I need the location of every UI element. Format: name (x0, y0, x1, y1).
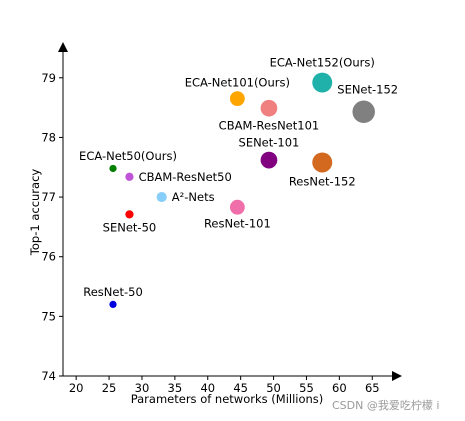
data-point-labels: ResNet-50 SENet-50 ECA-Net50(Ours) CBAM-Res… (79, 56, 398, 299)
data-point-label: SENet-50 (103, 220, 157, 234)
x-tick-label: 20 (69, 381, 84, 395)
data-point-label: SENet-152 (337, 83, 398, 97)
data-point-label: ECA-Net152(Ours) (270, 56, 375, 70)
y-tick-label: 76 (41, 250, 56, 264)
data-point (125, 210, 134, 219)
data-point-label: ECA-Net101(Ours) (185, 75, 290, 89)
data-point (109, 300, 117, 309)
data-point (109, 164, 117, 173)
data-point-label: ResNet-50 (83, 285, 143, 299)
x-tick-label: 50 (266, 381, 281, 395)
data-point (312, 152, 333, 173)
x-tick-label: 65 (365, 381, 380, 395)
data-point (312, 72, 333, 93)
x-axis-arrow (392, 371, 402, 381)
data-point (156, 191, 167, 203)
data-point (229, 91, 245, 107)
x-tick-label: 55 (299, 381, 314, 395)
data-point-label: ResNet-152 (289, 174, 356, 188)
data-point-label: ResNet-101 (204, 217, 271, 231)
watermark: CSDN @我爱吃柠檬 i (332, 399, 440, 412)
data-point (352, 100, 375, 124)
data-point-label: SENet-101 (239, 136, 300, 150)
y-tick-label: 74 (41, 369, 56, 383)
y-tick-label: 78 (41, 130, 56, 144)
data-point-label: A²-Nets (172, 190, 215, 204)
x-axis-label: Parameters of networks (Millions) (131, 392, 324, 406)
y-axis-arrow (58, 42, 68, 52)
data-point-label: CBAM-ResNet50 (139, 170, 232, 184)
y-ticks: 74 75 76 77 78 79 (41, 71, 63, 383)
data-point (229, 199, 245, 215)
data-point (260, 151, 278, 169)
y-tick-label: 79 (41, 71, 56, 85)
data-point-label: CBAM-ResNet101 (219, 119, 320, 133)
data-point (125, 172, 134, 181)
data-points (109, 72, 375, 309)
x-tick-label: 35 (168, 381, 183, 395)
x-tick-label: 45 (233, 381, 248, 395)
x-tick-label: 25 (102, 381, 117, 395)
x-ticks: 20 25 30 35 40 45 50 55 60 65 (69, 376, 380, 395)
y-tick-label: 75 (41, 309, 56, 323)
x-tick-label: 60 (332, 381, 347, 395)
data-point-label: ECA-Net50(Ours) (79, 149, 177, 163)
axes: 20 25 30 35 40 45 50 55 60 65 74 75 76 77 78 79 Parame… (28, 42, 402, 406)
y-tick-label: 77 (41, 190, 56, 204)
data-point (260, 99, 278, 117)
y-axis-label: Top-1 accuracy (28, 169, 42, 257)
x-tick-label: 30 (135, 381, 150, 395)
x-tick-label: 40 (200, 381, 215, 395)
